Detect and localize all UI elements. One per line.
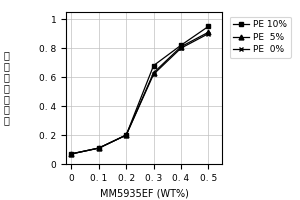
PE  5% xyxy=(124,134,128,136)
PE 10% xyxy=(179,44,183,46)
PE  5% xyxy=(97,147,101,149)
PE 10% xyxy=(70,153,73,155)
PE  0% xyxy=(97,147,101,149)
Text: 离
燔
体
强
度
比
较: 离 燔 体 强 度 比 较 xyxy=(4,51,10,125)
PE 10% xyxy=(124,134,128,136)
PE  5% xyxy=(179,46,183,48)
Line: PE  0%: PE 0% xyxy=(69,31,211,156)
PE  0% xyxy=(206,33,210,35)
PE  0% xyxy=(70,153,73,155)
PE  0% xyxy=(124,134,128,136)
PE 10% xyxy=(152,64,155,67)
PE  0% xyxy=(179,47,183,49)
PE  0% xyxy=(152,73,155,75)
Line: PE  5%: PE 5% xyxy=(69,30,211,156)
Line: PE 10%: PE 10% xyxy=(69,24,211,156)
PE  5% xyxy=(152,72,155,74)
Legend: PE 10%, PE  5%, PE  0%: PE 10%, PE 5%, PE 0% xyxy=(230,17,291,58)
PE 10% xyxy=(97,147,101,149)
PE  5% xyxy=(70,153,73,155)
PE  5% xyxy=(206,31,210,33)
PE 10% xyxy=(206,25,210,28)
X-axis label: MM5935EF (WT%): MM5935EF (WT%) xyxy=(100,188,188,198)
